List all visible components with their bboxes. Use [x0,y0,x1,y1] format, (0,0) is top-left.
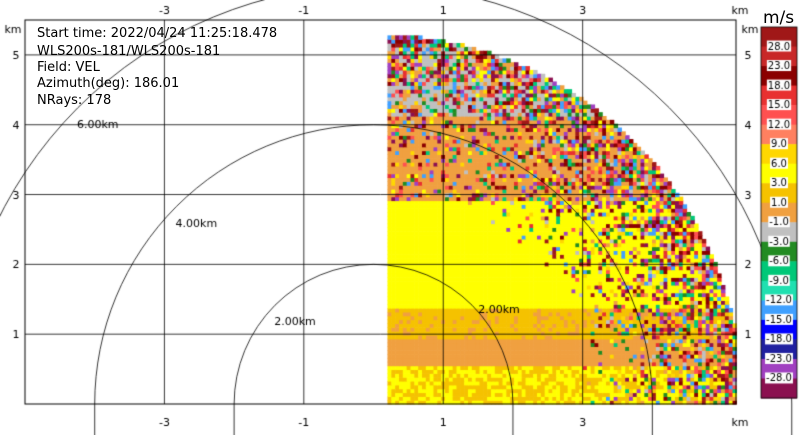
field-label: Field: VEL [37,60,100,75]
azimuth-label: Azimuth(deg): 186.01 [37,76,180,91]
station-label: WLS200s-181/WLS200s-181 [37,44,221,59]
colorbar-unit-label: m/s [763,8,795,28]
start-time-label: Start time: 2022/04/24 11:25:18.478 [37,26,278,41]
nrays-label: NRays: 178 [37,93,112,108]
